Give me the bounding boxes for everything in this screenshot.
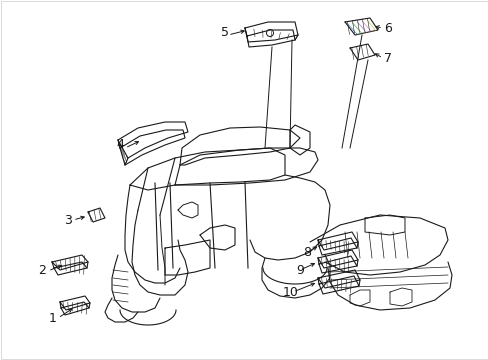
Text: 4: 4: [116, 139, 123, 152]
Text: 7: 7: [383, 51, 391, 64]
Text: 2: 2: [38, 265, 46, 278]
Text: 1: 1: [49, 311, 57, 324]
Text: 5: 5: [221, 26, 228, 39]
Text: 3: 3: [64, 213, 72, 226]
Text: 9: 9: [295, 264, 304, 276]
Text: 6: 6: [383, 22, 391, 35]
Text: 8: 8: [303, 246, 310, 258]
Text: 10: 10: [283, 285, 298, 298]
